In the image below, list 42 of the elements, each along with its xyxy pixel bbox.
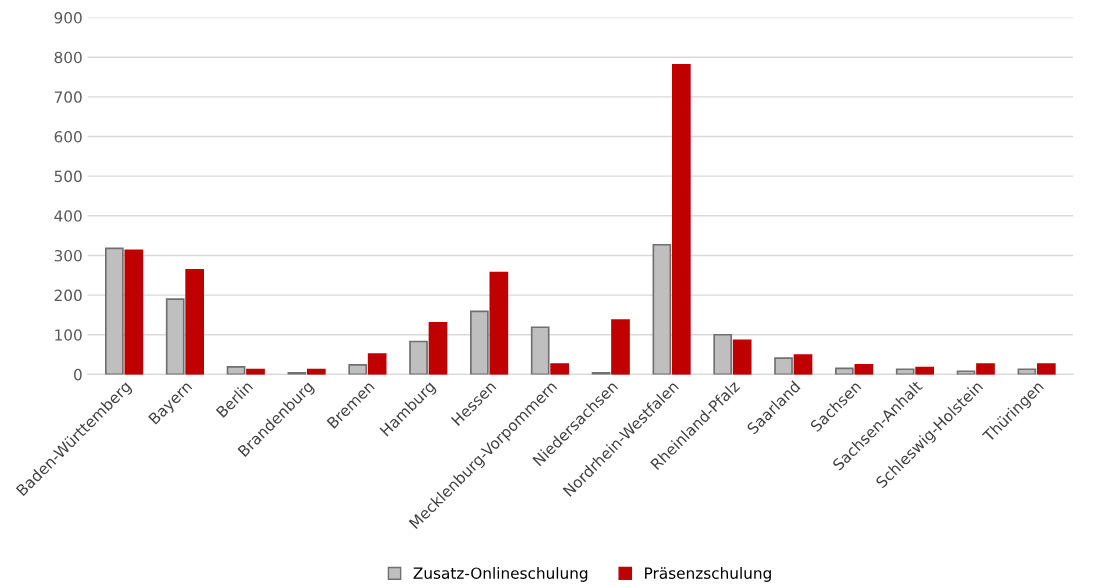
- y-tick-label: 800: [54, 51, 82, 64]
- legend-label: Präsenzschulung: [645, 567, 771, 582]
- bar: [306, 368, 326, 375]
- bar: [165, 298, 185, 375]
- y-tick-label: 400: [54, 210, 82, 222]
- bar: [713, 333, 733, 375]
- bar: [732, 339, 752, 375]
- legend-label: Zusatz-Onlineschulung: [413, 567, 588, 582]
- bar: [835, 367, 854, 375]
- y-tick-label: 200: [54, 289, 82, 302]
- bar: [1017, 368, 1037, 375]
- bar: [956, 370, 976, 375]
- y-tick-label: 500: [54, 170, 82, 183]
- bar: [976, 363, 995, 375]
- bar: [671, 63, 691, 375]
- y-tick-label: 600: [54, 130, 82, 143]
- y-tick-label: 0: [74, 368, 82, 381]
- bar: [895, 368, 915, 375]
- bar: [185, 268, 205, 375]
- bar: [105, 247, 124, 375]
- bar: [854, 364, 874, 375]
- bar: [1036, 363, 1056, 375]
- bar: [367, 353, 387, 375]
- bar: [550, 363, 570, 375]
- bar: [611, 319, 630, 375]
- bar: [652, 243, 672, 375]
- y-tick-label: 900: [54, 12, 82, 24]
- bar: [470, 310, 489, 375]
- y-tick-label: 700: [54, 91, 82, 103]
- bar: [915, 366, 935, 375]
- bar: [428, 322, 448, 375]
- bar: [530, 326, 550, 375]
- bar: [489, 271, 509, 375]
- bar: [124, 249, 144, 375]
- bar: [246, 368, 265, 375]
- bar: [348, 364, 368, 375]
- y-tick-label: 100: [55, 329, 82, 341]
- bar: [793, 354, 813, 375]
- bar: [226, 366, 246, 375]
- bar: [409, 340, 428, 375]
- bar: [774, 357, 793, 375]
- y-tick-label: 300: [54, 249, 82, 262]
